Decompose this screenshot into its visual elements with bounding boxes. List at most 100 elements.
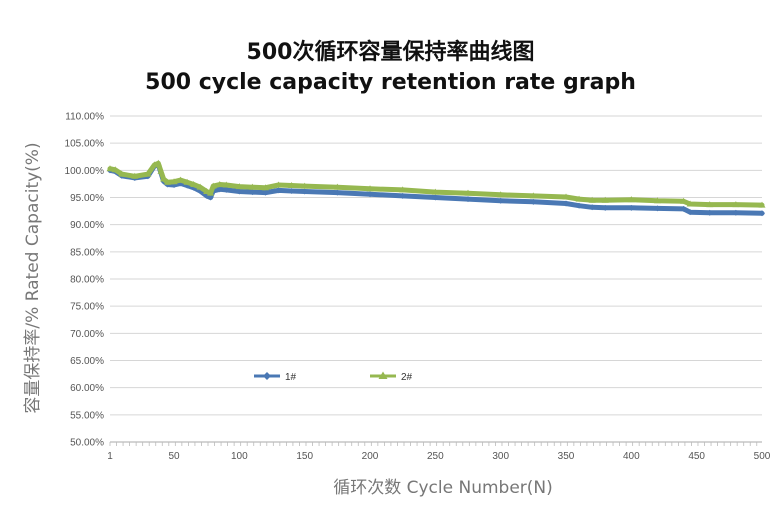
data-point	[367, 191, 374, 198]
data-point	[118, 170, 126, 177]
y-tick-labels: 50.00% 55.00% 60.00% 65.00% 70.00% 75.00% 80.0…	[65, 112, 105, 449]
data-point	[601, 196, 609, 203]
data-point	[575, 195, 583, 202]
x-tick-label: 300	[492, 451, 509, 462]
data-point	[275, 187, 282, 194]
legend-label: 1#	[285, 372, 297, 383]
data-point	[207, 194, 214, 201]
x-tick-label: 50	[168, 451, 180, 462]
data-point	[333, 183, 341, 190]
legend: 1# 2#	[254, 371, 413, 383]
data-point	[732, 209, 739, 216]
x-axis: 1 50 100 150 200 250 300 350 400 450 500	[107, 441, 771, 462]
x-tick-label: 400	[623, 451, 640, 462]
data-point	[530, 198, 537, 205]
data-point	[209, 182, 217, 189]
data-point	[203, 188, 211, 195]
data-point	[589, 204, 596, 211]
data-point	[150, 161, 158, 168]
y-tick-label: 70.00%	[70, 329, 104, 340]
data-point	[236, 188, 243, 195]
data-point	[529, 192, 537, 199]
data-point	[157, 167, 165, 174]
data-point	[497, 197, 504, 204]
data-point	[131, 172, 139, 179]
data-point	[465, 196, 472, 203]
y-tick-label: 75.00%	[70, 302, 104, 313]
data-point	[223, 186, 230, 193]
y-tick-label: 100.00%	[65, 166, 105, 177]
x-tick-label: 1	[107, 451, 113, 462]
data-point	[216, 180, 224, 187]
data-point	[170, 178, 178, 185]
data-point	[654, 205, 661, 212]
data-point	[275, 181, 283, 188]
x-tick-label: 250	[427, 451, 444, 462]
chart-title: 500次循环容量保持率曲线图	[246, 40, 535, 65]
data-point	[686, 200, 694, 207]
series-group	[106, 159, 766, 217]
data-point	[399, 192, 406, 199]
data-point	[190, 180, 198, 187]
x-tick-label: 350	[558, 451, 575, 462]
y-tick-label: 55.00%	[70, 410, 104, 421]
gridlines	[110, 115, 762, 443]
data-point	[207, 189, 215, 196]
x-axis-label: 循环次数 Cycle Number(N)	[333, 478, 553, 498]
data-point	[706, 209, 713, 216]
legend-marker	[378, 371, 388, 379]
data-point	[160, 175, 168, 182]
data-point	[106, 165, 114, 172]
data-point	[261, 184, 269, 191]
y-tick-label: 80.00%	[70, 275, 104, 286]
y-tick-label: 85.00%	[70, 247, 104, 258]
data-point	[562, 193, 570, 200]
data-point	[627, 196, 635, 203]
data-point	[464, 189, 472, 196]
data-point	[334, 189, 341, 196]
y-tick-label: 50.00%	[70, 438, 104, 449]
data-point	[177, 176, 185, 183]
data-point	[288, 187, 295, 194]
data-point	[758, 201, 766, 208]
data-point	[262, 189, 269, 196]
data-point	[563, 200, 570, 207]
data-point	[680, 205, 687, 212]
series-2	[106, 159, 766, 208]
data-point	[249, 189, 256, 196]
data-point	[163, 178, 171, 185]
y-axis-label: 容量保持率/% Rated Capacity(%)	[23, 142, 43, 413]
data-point	[432, 194, 439, 201]
data-point	[732, 201, 740, 208]
data-point	[301, 182, 309, 189]
legend-label: 2#	[401, 372, 413, 383]
data-point	[602, 204, 609, 211]
legend-item: 1#	[254, 372, 297, 383]
y-tick-label: 95.00%	[70, 193, 104, 204]
legend-item: 2#	[370, 371, 413, 383]
chart-subtitle: 500 cycle capacity retention rate graph	[145, 70, 636, 95]
data-point	[576, 202, 583, 209]
y-tick-label: 110.00%	[65, 112, 104, 123]
data-point	[680, 197, 688, 204]
y-tick-label: 65.00%	[70, 356, 104, 367]
data-point	[706, 201, 714, 208]
data-point	[759, 210, 765, 217]
x-tick-label: 100	[231, 451, 248, 462]
data-point	[399, 186, 407, 193]
data-point	[628, 204, 635, 211]
data-point	[288, 182, 296, 189]
data-point	[653, 197, 661, 204]
data-point	[183, 178, 191, 185]
data-point	[222, 181, 230, 188]
legend-marker	[263, 372, 271, 380]
data-point	[301, 188, 308, 195]
data-point	[154, 159, 162, 166]
x-tick-label: 200	[362, 451, 379, 462]
y-tick-label: 105.00%	[65, 139, 105, 150]
data-point	[235, 183, 243, 190]
y-tick-label: 60.00%	[70, 383, 104, 394]
data-point	[497, 191, 505, 198]
data-point	[248, 183, 256, 190]
